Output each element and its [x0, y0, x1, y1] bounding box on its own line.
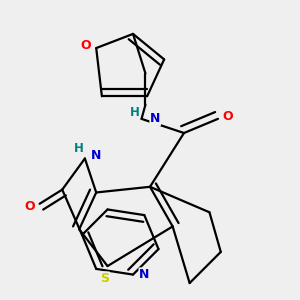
- Text: N: N: [91, 149, 101, 162]
- Text: O: O: [81, 39, 91, 52]
- Text: S: S: [100, 272, 109, 285]
- Text: N: N: [150, 112, 160, 125]
- Text: H: H: [130, 106, 140, 118]
- Text: N: N: [139, 268, 149, 281]
- Text: O: O: [223, 110, 233, 122]
- Text: O: O: [24, 200, 35, 213]
- Text: H: H: [74, 142, 84, 155]
